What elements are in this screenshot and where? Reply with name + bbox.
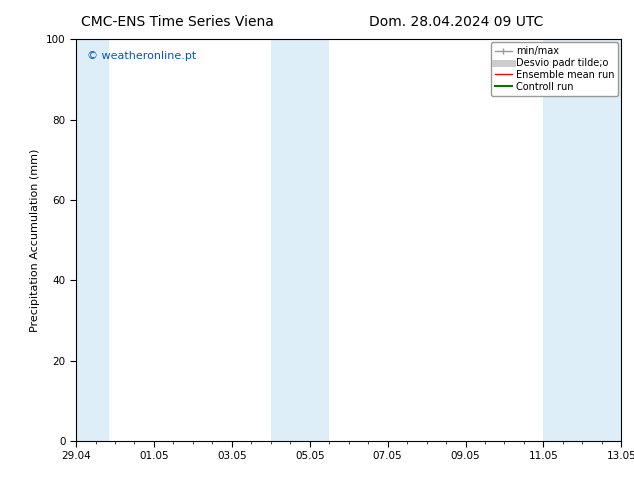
Y-axis label: Precipitation Accumulation (mm): Precipitation Accumulation (mm) bbox=[30, 148, 41, 332]
Text: Dom. 28.04.2024 09 UTC: Dom. 28.04.2024 09 UTC bbox=[369, 15, 544, 29]
Bar bbox=[543, 39, 621, 441]
Bar bbox=[76, 39, 109, 441]
Text: © weatheronline.pt: © weatheronline.pt bbox=[87, 51, 197, 61]
Bar bbox=[271, 39, 329, 441]
Legend: min/max, Desvio padr tilde;o, Ensemble mean run, Controll run: min/max, Desvio padr tilde;o, Ensemble m… bbox=[491, 42, 618, 96]
Text: CMC-ENS Time Series Viena: CMC-ENS Time Series Viena bbox=[81, 15, 274, 29]
